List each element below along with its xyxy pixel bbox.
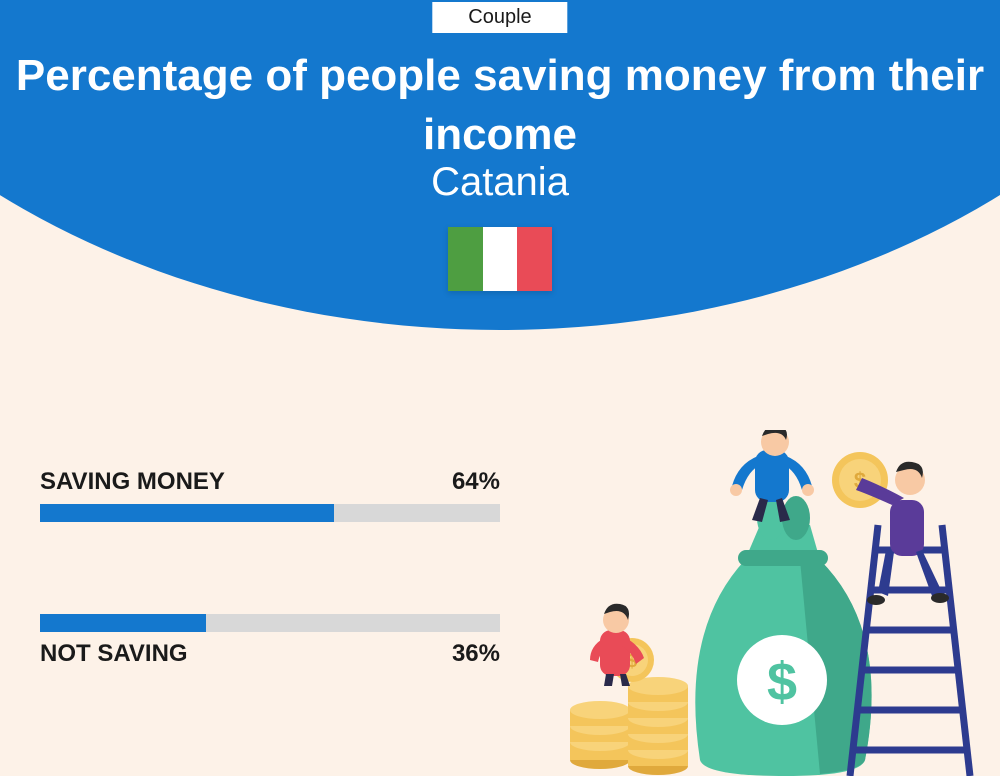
bar-label-row: SAVING MONEY 64% [40, 468, 500, 496]
bar-value: 36% [452, 640, 500, 668]
percentage-bars: SAVING MONEY 64% NOT SAVING 36% [40, 468, 500, 668]
bar-track [40, 614, 500, 632]
bar-track [40, 504, 500, 522]
flag-stripe-white [483, 227, 518, 291]
bar-fill [40, 614, 206, 632]
bar-fill [40, 504, 334, 522]
coin-stack-icon [570, 677, 688, 775]
flag-stripe-green [448, 227, 483, 291]
svg-text:$: $ [767, 652, 797, 712]
bar-saving-money: SAVING MONEY 64% [40, 468, 500, 522]
flag-stripe-red [517, 227, 552, 291]
money-bag-icon: $ [695, 496, 871, 776]
category-badge: Couple [432, 2, 567, 33]
bar-value: 64% [452, 468, 500, 496]
bar-label: NOT SAVING [40, 640, 188, 668]
bar-label: SAVING MONEY [40, 468, 225, 496]
money-saving-illustration: $ $ [560, 430, 980, 776]
main-title: Percentage of people saving money from t… [0, 46, 1000, 165]
person-on-ladder-icon: $ [832, 452, 949, 605]
category-badge-text: Couple [468, 6, 531, 28]
infographic-canvas: Couple Percentage of people saving money… [0, 0, 1000, 776]
location-subtitle: Catania [0, 160, 1000, 205]
italy-flag-icon [448, 227, 552, 291]
bar-label-row: NOT SAVING 36% [40, 640, 500, 668]
person-with-coin-icon: $ [590, 604, 654, 686]
bar-not-saving: NOT SAVING 36% [40, 614, 500, 668]
